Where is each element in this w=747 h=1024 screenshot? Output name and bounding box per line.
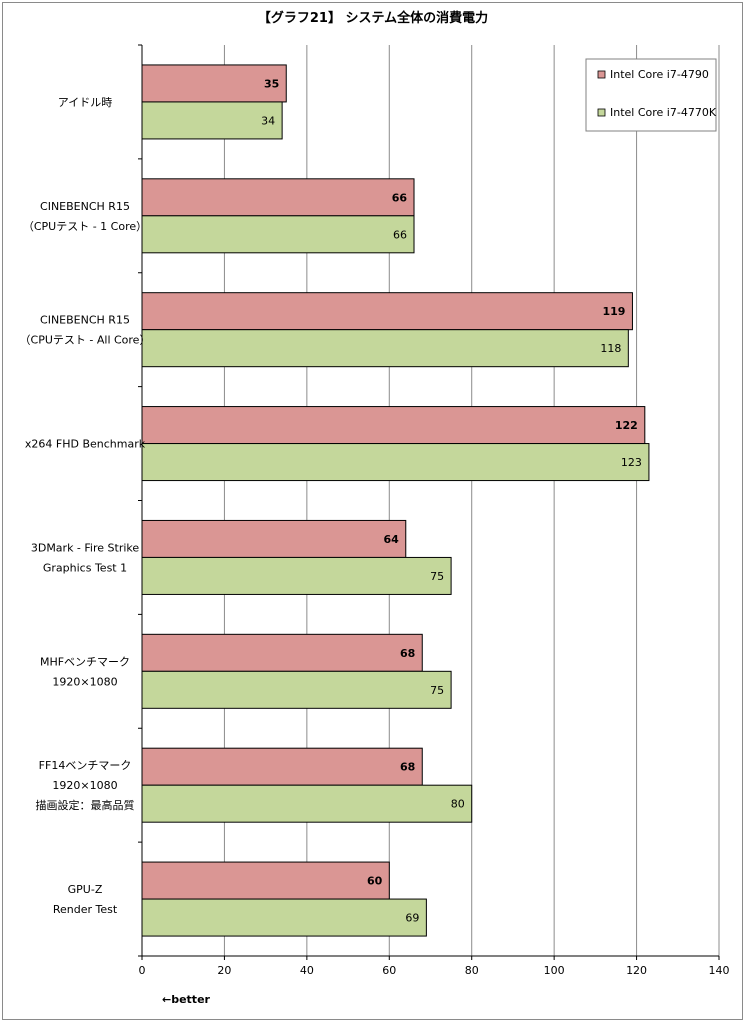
x-tick-label-60: 60 [382,964,396,977]
bar-i7-4790-6 [141,747,423,786]
category-label-5-0: MHFベンチマーク [40,655,130,668]
legend-box [585,58,717,132]
x-tick-label-40: 40 [300,964,314,977]
bars: 35 34 66 66 119 118 122 123 64 75 68 75 68 80 60 69 [141,64,650,937]
data-label-i7-4790-4: 64 [383,533,399,546]
data-label-i7-4770k-3: 123 [621,456,642,469]
bar-i7-4790-1 [141,178,415,217]
data-label-i7-4770k-4: 75 [430,570,444,583]
bar-i7-4770k-6 [141,784,473,823]
category-label-7-0: GPU-Z [68,883,103,896]
category-label-6-1: 1920×1080 [52,779,117,792]
data-label-i7-4790-2: 119 [602,305,625,318]
category-label-4-0: 3DMark - Fire Strike [31,541,140,554]
category-label-6-2: 描画設定：最高品質 [36,798,135,812]
category-label-2-1: （CPUテスト - All Core） [20,334,151,347]
bar-i7-4770k-1 [141,215,415,254]
bar-i7-4770k-7 [141,898,427,937]
bar-i7-4770k-3 [141,443,650,482]
category-label-7-1: Render Test [53,903,118,916]
data-label-i7-4790-3: 122 [615,419,638,432]
bar-i7-4770k-4 [141,556,452,595]
data-label-i7-4790-0: 35 [264,77,279,90]
bar-i7-4790-4 [141,519,407,558]
data-label-i7-4770k-1: 66 [393,228,407,241]
bar-i7-4790-5 [141,633,423,672]
legend-label-i7-4790: Intel Core i7-4790 [610,68,709,81]
data-label-i7-4770k-5: 75 [430,684,444,697]
bar-i7-4790-7 [141,861,390,900]
x-tick-label-100: 100 [544,964,565,977]
category-label-5-1: 1920×1080 [52,675,117,688]
data-label-i7-4770k-6: 80 [451,798,465,811]
better-annotation: ←better [162,993,211,1006]
legend-swatch-i7-4790 [597,70,606,79]
bar-i7-4770k-5 [141,670,452,709]
data-label-i7-4770k-0: 34 [261,114,275,127]
data-label-i7-4790-6: 68 [400,761,415,774]
x-tick-label-20: 20 [217,964,231,977]
chart-title: 【グラフ21】 システム全体の消費電力 [258,10,488,26]
category-label-6-0: FF14ベンチマーク [39,759,132,772]
data-label-i7-4790-7: 60 [367,875,383,888]
x-tick-label-140: 140 [709,964,730,977]
category-label-0-0: アイドル時 [58,96,112,109]
x-tick-label-80: 80 [465,964,479,977]
x-tick-label-120: 120 [626,964,647,977]
category-label-3-0: x264 FHD Benchmark [25,438,146,451]
category-label-4-1: Graphics Test 1 [43,561,127,574]
legend-label-i7-4770k: Intel Core i7-4770K [610,106,717,119]
data-label-i7-4790-5: 68 [400,647,415,660]
bar-i7-4790-3 [141,406,646,445]
legend-swatch-i7-4770k [597,108,606,117]
category-label-1-1: （CPUテスト - 1 Core） [23,220,147,233]
category-labels: アイドル時 CINEBENCH R15 （CPUテスト - 1 Core） CINEB… [20,96,151,916]
bar-i7-4770k-2 [141,329,629,368]
x-tick-label-0: 0 [139,964,146,977]
category-label-1-0: CINEBENCH R15 [40,200,130,213]
data-label-i7-4770k-7: 69 [405,912,419,925]
x-axis: 0 20 40 60 80 100 120 140 [138,44,730,977]
bar-i7-4790-2 [141,292,633,331]
bar-i7-4770k-0 [141,101,283,140]
legend: Intel Core i7-4790 Intel Core i7-4770K [585,58,717,132]
data-label-i7-4770k-2: 118 [600,342,621,355]
data-label-i7-4790-1: 66 [392,191,408,204]
category-label-2-0: CINEBENCH R15 [40,314,130,327]
